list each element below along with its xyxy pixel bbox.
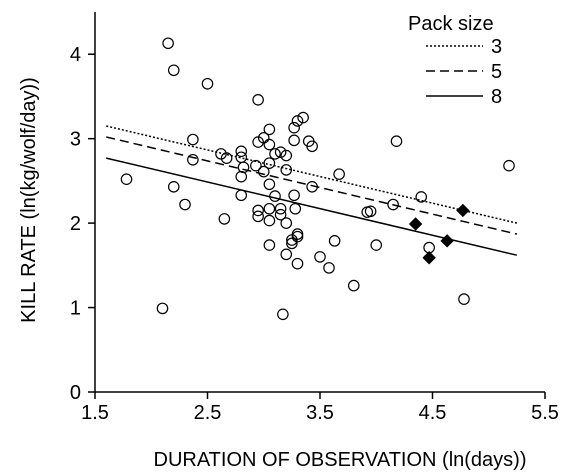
- circle-point: [280, 149, 293, 162]
- circle-point: [269, 190, 281, 202]
- circle-point: [387, 198, 399, 211]
- circle-point: [286, 237, 298, 250]
- circle-point: [306, 140, 318, 153]
- circle-point: [364, 205, 377, 218]
- circle-point: [257, 165, 270, 178]
- circle-point: [263, 157, 276, 169]
- circle-point: [347, 279, 360, 292]
- circle-point: [252, 94, 264, 106]
- circle-point: [415, 191, 428, 203]
- circle-point: [288, 121, 300, 134]
- circle-point: [235, 151, 248, 164]
- circle-point: [263, 239, 276, 251]
- circle-point: [291, 230, 304, 243]
- circle-point: [280, 248, 293, 261]
- circle-point: [179, 198, 191, 211]
- circle-point: [263, 178, 276, 191]
- circle-point: [252, 204, 264, 217]
- circle-point: [187, 133, 199, 146]
- legend-label: 8: [491, 86, 502, 108]
- x-tick-label: 1.5: [81, 402, 109, 424]
- legend: Pack size 3 5 8: [408, 13, 502, 108]
- circle-point: [257, 132, 270, 144]
- circle-point: [263, 214, 276, 227]
- x-tick-label: 5.5: [531, 402, 559, 424]
- circle-point: [306, 181, 318, 193]
- circle-point: [274, 146, 287, 158]
- diamond-point: [456, 203, 470, 218]
- circle-point: [289, 202, 302, 215]
- fit-line-pack-5: [106, 136, 518, 235]
- circle-point: [297, 111, 309, 124]
- circle-point: [263, 138, 276, 151]
- circle-point: [220, 152, 233, 164]
- circle-point: [503, 159, 515, 172]
- circle-point: [280, 217, 293, 229]
- diamond-point: [440, 234, 454, 248]
- circle-point: [291, 115, 304, 127]
- circle-point: [328, 235, 341, 247]
- y-tick-label: 3: [70, 129, 81, 151]
- circle-point: [235, 170, 248, 183]
- circle-point: [156, 302, 169, 315]
- circle-point: [269, 148, 281, 160]
- x-tick-label: 4.5: [419, 402, 447, 424]
- circle-point: [218, 213, 231, 225]
- circle-point: [263, 202, 276, 215]
- x-tick-label: 3.5: [306, 402, 334, 424]
- circle-point: [252, 210, 264, 223]
- y-axis-title: KILL RATE (ln(kg/wolf/day)): [18, 77, 40, 323]
- y-tick-label: 4: [70, 44, 81, 66]
- x-tick-label: 2.5: [194, 402, 222, 424]
- tick-labels: 1.5 2.5 3.5 4.5 5.5 0 1 2 3 4: [70, 44, 559, 424]
- legend-title: Pack size: [408, 13, 494, 35]
- circle-point: [390, 135, 403, 147]
- circle-point: [277, 308, 289, 321]
- circle-point: [167, 64, 180, 77]
- x-axis-title: DURATION OF OBSERVATION (ln(days)): [154, 449, 527, 471]
- circle-point: [274, 202, 287, 215]
- diamond-point: [408, 217, 423, 231]
- legend-label: 3: [491, 36, 502, 58]
- circle-point: [250, 159, 262, 172]
- circle-point: [167, 181, 180, 193]
- legend-label: 5: [491, 61, 502, 83]
- y-tick-label: 1: [70, 298, 81, 320]
- axes: [94, 12, 545, 393]
- circle-point: [370, 239, 383, 251]
- diamond-point: [422, 251, 436, 265]
- circle-point: [323, 262, 335, 274]
- y-tick-label: 2: [70, 213, 81, 235]
- circle-point: [288, 134, 300, 147]
- ticks: [88, 53, 546, 399]
- circle-point: [162, 37, 174, 50]
- circle-point: [201, 77, 214, 90]
- circle-point: [291, 228, 304, 240]
- circle-point: [314, 251, 326, 263]
- circle-point: [120, 173, 133, 185]
- circle-point: [235, 189, 248, 202]
- y-tick-label: 0: [70, 382, 81, 404]
- circle-point: [237, 161, 250, 174]
- circle-point: [235, 145, 248, 158]
- points: [120, 37, 515, 321]
- fit-line-pack-8: [106, 157, 518, 256]
- circle-point: [263, 123, 276, 136]
- circle-point: [274, 208, 287, 221]
- circle-point: [280, 164, 293, 176]
- circle-point: [458, 293, 470, 305]
- circle-point: [291, 257, 304, 270]
- circle-point: [333, 168, 345, 180]
- circle-point: [288, 189, 300, 202]
- circle-point: [187, 153, 199, 166]
- legend-entries: 3 5 8: [426, 36, 502, 108]
